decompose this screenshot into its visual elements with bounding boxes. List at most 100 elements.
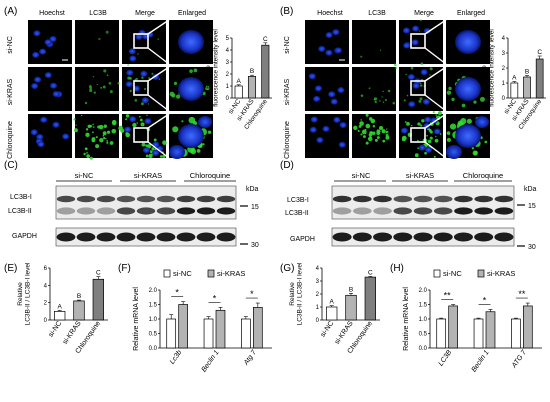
- panel-g-chart-x-label: si-KRAS: [334, 320, 355, 346]
- panel-b-enlarged-puncta: [473, 100, 477, 104]
- panel-d-band-lc3b-i: [393, 195, 413, 203]
- panel-b-lc3b-puncta: [417, 122, 421, 126]
- panel-f-chart-bar: [215, 309, 226, 349]
- panel-b-nucleus: [339, 122, 347, 129]
- panel-a-lc3b-puncta: [98, 37, 101, 41]
- panel-h-chart-legend-label: si-NC: [443, 269, 462, 278]
- panel-a-lc3b-puncta: [147, 103, 150, 105]
- panel-g-chart-bar: [364, 276, 376, 321]
- panel-a-lc3b-puncta: [125, 114, 130, 118]
- panel-d-band-lc3b-ii: [413, 207, 433, 215]
- panel-e-chart-y-tick-label: 2: [44, 301, 48, 307]
- panel-a-enlarged-puncta: [207, 130, 212, 134]
- panel-g-chart-letter: C: [368, 269, 373, 276]
- panel-a-lc3b-puncta: [86, 152, 88, 154]
- panel-c-band-gapdh: [56, 232, 76, 242]
- panel-a-nucleus: [129, 55, 137, 62]
- panel-a-chart-y-label: fluorescence intensity level: [213, 29, 220, 107]
- panel-c-band-gapdh: [76, 232, 96, 242]
- panel-d-band-lc3b-i: [433, 195, 453, 203]
- panel-b-lc3b-puncta: [360, 119, 362, 121]
- panel-a-nucleus: [135, 33, 143, 40]
- panel-b-lc3b-puncta: [371, 133, 374, 135]
- panel-a-lc3b-puncta: [95, 136, 98, 139]
- panel-a-lc3b-puncta: [92, 76, 95, 78]
- panel-c-band-lc3b-ii: [136, 207, 156, 215]
- panel-b-nucleus: [325, 32, 333, 39]
- panel-a-lc3b-puncta: [105, 30, 109, 34]
- panel-b-selection-box: [410, 80, 426, 96]
- panel-a-lc3b-puncta: [120, 128, 125, 133]
- panel-b-nucleus: [333, 116, 341, 123]
- panel-a-lc3b-puncta: [85, 132, 90, 138]
- panel-g-chart-bar: [326, 306, 338, 321]
- panel-b-nucleus: [334, 47, 342, 54]
- panel-d-group-chloroquine: Chloroquine: [463, 171, 503, 180]
- panel-b-lc3b-puncta: [418, 99, 422, 103]
- panel-b-nucleus: [425, 146, 433, 153]
- panel-d-letter: (D): [280, 160, 294, 171]
- panel-c-group-sikras: si-KRAS: [134, 171, 162, 180]
- panel-h-chart-y-label: Relative mRNA level: [403, 287, 410, 351]
- panel-a-lc3b-puncta: [136, 122, 139, 124]
- panel-f-chart-y-tick-label: 2.0: [149, 288, 158, 294]
- panel-a-lc3b-puncta: [140, 122, 145, 127]
- panel-a-lc3b-puncta: [99, 137, 104, 143]
- panel-a-nucleus: [33, 30, 41, 37]
- panel-b-lc3b-puncta: [435, 114, 437, 116]
- panel-b-lc3b-puncta: [365, 123, 371, 129]
- panel-b-lc3b-puncta: [370, 118, 376, 124]
- panel-d-kda: kDa: [524, 186, 537, 193]
- panel-b-lc3b-puncta: [429, 67, 433, 71]
- panel-d-band-lc3b-ii: [454, 207, 473, 215]
- panel-d-band-lc3b-ii: [373, 207, 392, 215]
- panel-b-lc3b-puncta: [368, 133, 373, 137]
- panel-a-enlarged-puncta: [181, 120, 184, 123]
- panel-a-nucleus: [126, 69, 134, 76]
- panel-a-lc3b-puncta: [139, 118, 143, 122]
- panel-d-band-lc3b-i: [353, 195, 372, 203]
- panel-a-chart-y-tick-label: 3: [226, 60, 230, 66]
- panel-b-lc3b-puncta: [419, 97, 423, 101]
- panel-b-nucleus: [402, 27, 410, 34]
- panel-b-lc3b-puncta: [362, 135, 366, 139]
- panel-b-chart-y-tick-label: 1: [502, 81, 506, 87]
- panel-d: (D) si-NC si-KRAS Chloroquine kDa LC3B-I…: [280, 160, 537, 251]
- panel-a-lc3b-puncta: [153, 138, 157, 142]
- panel-a-lc3b-puncta: [93, 126, 95, 128]
- panel-b-enlarged-puncta: [449, 123, 457, 130]
- panel-a-chart-y-tick-label: 2: [226, 72, 230, 78]
- panel-b-lc3b-puncta: [378, 125, 384, 131]
- panel-a-nucleus: [128, 48, 136, 55]
- panel-a-col-merge: Merge: [135, 10, 155, 17]
- panel-a-nucleus: [124, 126, 132, 133]
- panel-g-chart-y-tick-label: 2: [316, 292, 320, 298]
- panel-b-lc3b-puncta: [404, 121, 407, 123]
- panel-b-enlarged-puncta: [446, 131, 451, 136]
- panel-b-chart-letter: A: [512, 75, 517, 82]
- panel-b-nucleus: [308, 73, 316, 80]
- panel-b-cell-r0-c3: [446, 20, 490, 64]
- panel-b-lc3b-puncta: [403, 99, 406, 102]
- panel-a-lc3b-puncta: [97, 125, 101, 129]
- panel-a-lc3b-puncta: [125, 118, 128, 121]
- panel-d-band-gapdh: GAPDH: [290, 236, 315, 243]
- panel-a-lc3b-puncta: [103, 69, 107, 73]
- panel-b-zoom-line-bottom: [424, 47, 447, 65]
- panel-a-lc3b-puncta: [143, 88, 147, 91]
- panel-g-chart-y-tick-label: 0: [316, 318, 320, 324]
- panel-a-nucleus: [152, 149, 160, 156]
- panel-a-lc3b-puncta: [89, 88, 93, 93]
- panel-d-western-blot: [331, 185, 515, 247]
- panel-a-nucleus: [40, 116, 48, 123]
- panel-g-chart-y-tick-label: 3: [316, 279, 320, 285]
- panel-b-col-lc3b: LC3B: [368, 10, 386, 17]
- panel-b-lc3b-puncta: [367, 136, 373, 142]
- panel-c-band-gapdh: [96, 232, 116, 242]
- panel-b-enlarged-puncta: [471, 147, 475, 150]
- panel-a-lc3b-puncta: [151, 147, 155, 151]
- panel-a-lc3b-puncta: [75, 124, 77, 126]
- panel-d-band-lc3b-i: [494, 195, 514, 203]
- panel-b-cell-r1-c3: [446, 67, 490, 111]
- panel-b-lc3b-puncta: [379, 49, 382, 51]
